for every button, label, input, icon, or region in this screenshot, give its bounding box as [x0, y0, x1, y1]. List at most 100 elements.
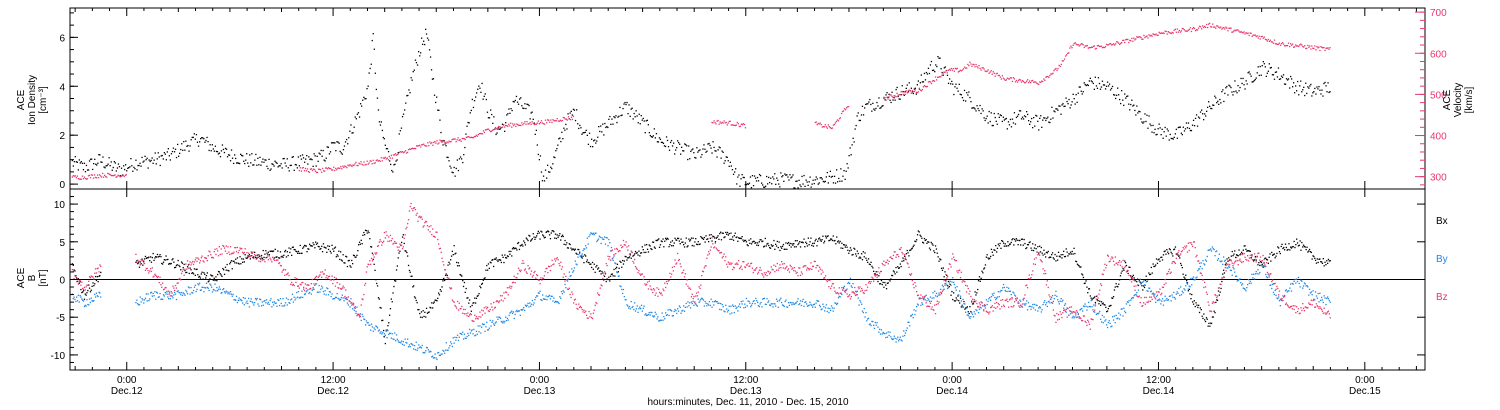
bx-point — [1167, 253, 1170, 255]
velocity-point — [922, 86, 925, 88]
velocity-point — [925, 86, 928, 88]
bz-point — [99, 264, 101, 266]
velocity-point — [432, 144, 434, 146]
bx-point — [689, 239, 692, 241]
velocity-point — [889, 94, 891, 96]
bx-point — [854, 248, 856, 250]
velocity-point — [1041, 80, 1043, 82]
by-point — [439, 354, 441, 357]
density-point — [476, 92, 478, 94]
density-point — [991, 124, 993, 127]
velocity-point — [1227, 30, 1229, 32]
density-point — [790, 177, 792, 179]
velocity-point — [739, 125, 741, 127]
by-point — [514, 313, 516, 316]
bx-point — [1062, 254, 1064, 256]
by-point — [820, 309, 822, 311]
density-point — [433, 94, 436, 96]
bx-point — [947, 285, 949, 287]
by-point — [1223, 256, 1225, 258]
by-point — [513, 317, 515, 320]
velocity-point — [351, 165, 353, 168]
by-point — [340, 296, 343, 299]
velocity-point — [927, 81, 930, 83]
bx-point — [314, 247, 316, 249]
velocity-point — [1090, 46, 1092, 48]
density-point — [1201, 109, 1203, 111]
bx-point — [1022, 244, 1024, 246]
density-point — [230, 149, 233, 151]
bx-point — [356, 254, 358, 256]
density-point — [924, 79, 927, 81]
bx-point — [934, 251, 936, 254]
density-point — [1020, 118, 1023, 120]
density-point — [1036, 115, 1038, 117]
bx-point — [488, 267, 490, 269]
by-point — [616, 272, 619, 274]
density-point — [210, 150, 212, 152]
density-point — [606, 125, 608, 128]
velocity-point — [356, 164, 358, 167]
density-point — [302, 157, 305, 159]
by-point — [376, 327, 379, 329]
by-point — [1229, 269, 1232, 271]
density-point — [412, 71, 414, 73]
density-point — [579, 124, 581, 127]
density-point — [768, 176, 770, 179]
by-point — [1275, 294, 1277, 297]
by-point — [1093, 304, 1095, 306]
by-point — [1232, 266, 1234, 269]
bx-point — [551, 230, 553, 232]
bx-point — [779, 249, 781, 252]
velocity-point — [948, 68, 950, 71]
density-point — [1315, 93, 1317, 95]
density-point — [1286, 79, 1289, 81]
bx-point — [1299, 240, 1301, 242]
density-point — [872, 102, 874, 104]
by-point — [436, 358, 438, 361]
density-point — [336, 141, 338, 143]
by-point — [750, 304, 753, 306]
by-point — [1306, 285, 1308, 287]
density-point — [940, 68, 942, 70]
density-point — [365, 98, 367, 100]
density-point — [492, 122, 494, 124]
velocity-point — [912, 91, 914, 93]
by-point — [280, 302, 282, 305]
bx-point — [800, 241, 803, 243]
by-point — [882, 331, 884, 333]
by-point — [383, 335, 385, 338]
velocity-point — [355, 161, 357, 164]
density-point — [513, 101, 515, 103]
by-point — [480, 332, 482, 334]
by-point — [238, 297, 240, 299]
bx-point — [267, 251, 269, 253]
bx-point — [542, 235, 545, 237]
by-point — [1149, 287, 1151, 289]
bx-point — [562, 235, 564, 238]
by-point — [611, 258, 613, 260]
density-point — [549, 171, 551, 173]
velocity-point — [1279, 44, 1282, 46]
bx-point — [931, 243, 933, 245]
velocity-point — [374, 162, 376, 164]
bx-point — [509, 253, 511, 255]
bx-point — [1008, 245, 1010, 247]
density-point — [1323, 82, 1325, 85]
density-point — [1237, 85, 1239, 87]
velocity-point — [120, 175, 122, 178]
density-point — [947, 82, 950, 84]
by-point — [231, 295, 233, 297]
density-point — [372, 33, 374, 35]
bx-point — [298, 252, 300, 254]
density-point — [444, 143, 446, 145]
by-point — [363, 318, 365, 320]
velocity-point — [1081, 43, 1083, 45]
density-point — [1184, 128, 1187, 130]
by-point — [997, 291, 999, 293]
bx-point — [351, 259, 353, 262]
by-point — [571, 268, 573, 270]
by-point — [874, 321, 876, 324]
by-point — [841, 293, 843, 296]
velocity-point — [1142, 38, 1144, 40]
